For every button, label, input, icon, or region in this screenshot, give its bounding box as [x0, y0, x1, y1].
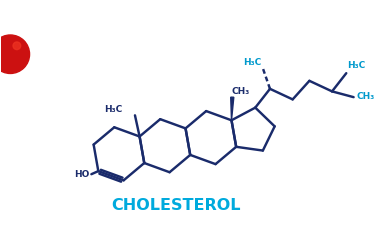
Text: CH₃: CH₃ — [232, 87, 250, 96]
Circle shape — [13, 42, 21, 50]
Text: H₃C: H₃C — [105, 105, 123, 114]
Text: CH₃: CH₃ — [357, 92, 375, 101]
Circle shape — [0, 35, 30, 73]
Text: H₃C: H₃C — [347, 61, 365, 70]
Text: CHOLESTEROL: CHOLESTEROL — [112, 198, 241, 213]
Polygon shape — [231, 97, 234, 120]
Text: H₃C: H₃C — [243, 58, 261, 67]
Text: HO: HO — [74, 170, 90, 179]
